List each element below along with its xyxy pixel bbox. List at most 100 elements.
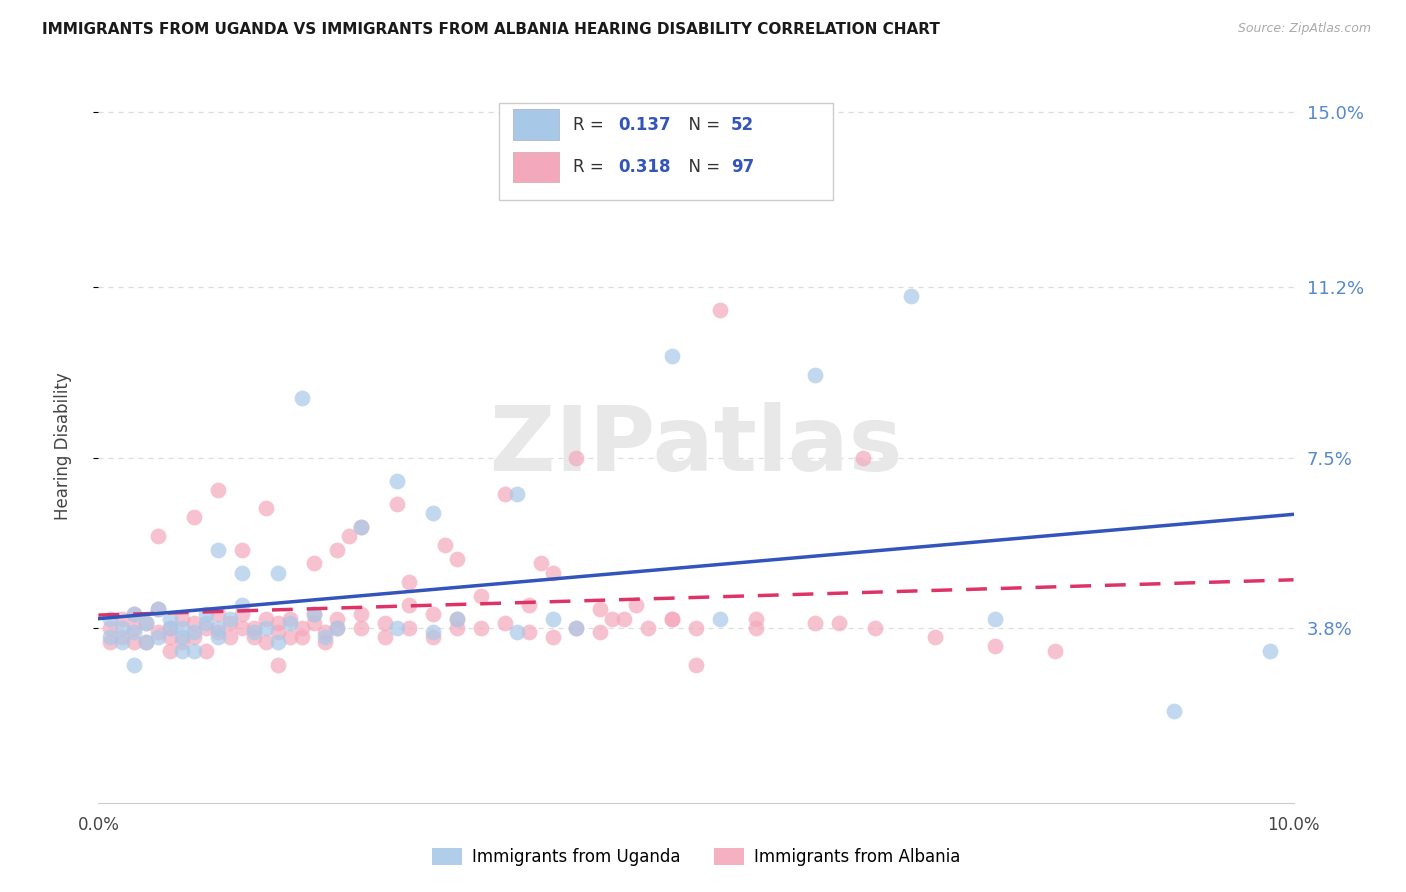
Point [398,621,420,635]
Point [852,450,875,465]
Point [159,630,181,644]
Point [350,621,373,635]
Point [207,607,229,621]
Point [183,616,205,631]
Point [350,607,373,621]
Point [589,602,612,616]
Point [148,625,170,640]
Point [183,625,205,640]
Point [267,616,290,631]
Point [602,612,624,626]
Point [207,483,229,497]
Point [315,634,337,648]
Point [243,625,266,640]
Point [195,644,218,658]
Point [422,630,444,644]
Point [111,612,134,626]
Point [302,557,325,571]
Point [278,612,301,626]
Point [148,602,170,616]
Text: R =: R = [572,116,609,134]
Point [398,574,420,589]
Point [326,612,349,626]
Point [434,538,457,552]
Point [745,621,768,635]
Point [291,391,314,405]
Point [422,625,444,640]
Point [98,612,122,626]
Point [446,612,468,626]
Legend: Immigrants from Uganda, Immigrants from Albania: Immigrants from Uganda, Immigrants from … [425,841,967,873]
Point [446,621,468,635]
Point [541,566,564,580]
Point [254,621,277,635]
Point [207,542,229,557]
Text: Source: ZipAtlas.com: Source: ZipAtlas.com [1237,22,1371,36]
Point [339,529,361,543]
Point [231,621,253,635]
Point [183,630,205,644]
Point [135,634,157,648]
Point [159,612,181,626]
FancyBboxPatch shape [513,152,558,183]
Point [422,506,444,520]
Point [506,487,529,501]
Point [565,621,588,635]
FancyBboxPatch shape [513,109,558,140]
Point [828,616,851,631]
Point [613,612,636,626]
Point [207,630,229,644]
Point [98,621,122,635]
Point [159,621,181,635]
Text: 52: 52 [731,116,754,134]
Point [685,621,707,635]
Point [804,368,827,382]
Point [446,551,468,566]
Point [385,474,409,488]
Point [385,621,409,635]
Point [148,529,170,543]
Point [565,450,588,465]
Point [326,621,349,635]
Point [350,519,373,533]
Point [278,630,301,644]
Point [183,510,205,524]
Point [709,303,731,318]
Point [278,616,301,631]
FancyBboxPatch shape [499,103,834,200]
Point [124,607,146,621]
Point [315,630,337,644]
Point [302,607,325,621]
Point [865,621,887,635]
Point [231,607,253,621]
Text: 97: 97 [731,158,754,176]
Point [494,616,516,631]
Point [385,497,409,511]
Point [243,630,266,644]
Point [470,621,492,635]
Point [159,644,181,658]
Point [745,612,768,626]
Point [470,589,492,603]
Point [302,616,325,631]
Point [98,630,122,644]
Point [661,612,683,626]
Point [626,598,648,612]
Point [924,630,946,644]
Point [506,625,529,640]
Point [148,602,170,616]
Point [124,625,146,640]
Point [900,289,922,303]
Point [172,634,194,648]
Point [172,644,194,658]
Point [326,621,349,635]
Point [135,616,157,631]
Point [984,640,1007,654]
Point [984,612,1007,626]
Point [243,621,266,635]
Point [374,616,396,631]
Point [267,566,290,580]
Point [148,630,170,644]
Text: IMMIGRANTS FROM UGANDA VS IMMIGRANTS FROM ALBANIA HEARING DISABILITY CORRELATION: IMMIGRANTS FROM UGANDA VS IMMIGRANTS FRO… [42,22,941,37]
Point [195,621,218,635]
